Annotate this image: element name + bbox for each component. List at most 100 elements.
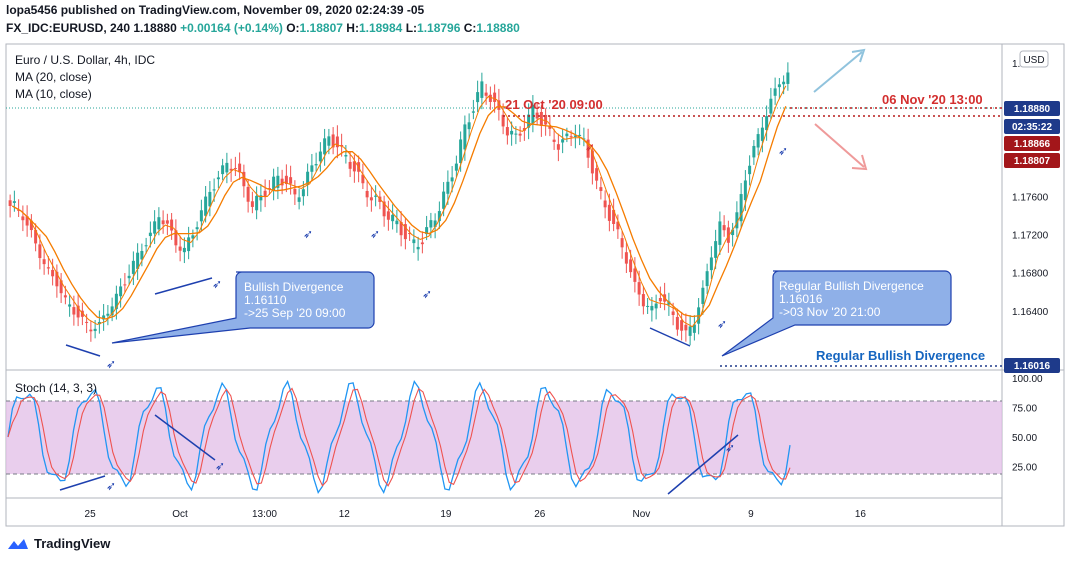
candle-body	[722, 225, 726, 231]
rocket-icon: ➶	[106, 357, 116, 371]
time-tick-label: 9	[748, 509, 754, 520]
candle-body	[607, 204, 611, 221]
candle-body	[114, 293, 118, 310]
candle-body	[527, 114, 531, 128]
candle-body	[493, 92, 497, 102]
time-tick-label: 12	[339, 509, 351, 520]
candle-body	[29, 220, 33, 231]
candle-body	[429, 220, 433, 228]
rocket-icon: ➶	[585, 142, 594, 154]
candle-body	[514, 133, 518, 135]
time-tick-label: 13:00	[252, 509, 277, 520]
candle-body	[433, 220, 437, 227]
last-price: 1.18880	[133, 21, 177, 35]
callout-bubble-2[interactable]	[721, 270, 952, 357]
candle-body	[544, 114, 548, 125]
time-tick-label: 16	[855, 509, 867, 520]
candle-body	[637, 282, 641, 295]
price-axis-ticks: 1.190001.180001.176001.172001.168001.164…	[1012, 59, 1049, 318]
high-label-left: 21 Oct '20 09:00	[505, 97, 603, 112]
candle-body	[93, 328, 97, 332]
candle-body	[616, 221, 620, 230]
candle-body	[684, 324, 688, 331]
candle-body	[599, 187, 603, 192]
candle-body	[225, 162, 229, 173]
rocket-icon: ➶	[778, 144, 788, 158]
candle-body	[561, 139, 565, 143]
candle-body	[782, 81, 786, 85]
candle-body	[365, 190, 369, 198]
candle-body	[450, 177, 454, 182]
candle-body	[42, 259, 46, 265]
candle-body	[552, 139, 556, 142]
candle-body	[301, 189, 305, 197]
candle-body	[437, 211, 441, 222]
candle-body	[675, 316, 679, 330]
candle-body	[119, 286, 123, 297]
candle-body	[573, 135, 577, 137]
candle-body	[382, 201, 386, 217]
candle-body	[420, 242, 424, 245]
candle-body	[395, 220, 399, 225]
candle-body	[293, 188, 297, 195]
ma20-line	[11, 106, 787, 320]
candle-body	[131, 260, 135, 274]
price-tag	[1004, 358, 1060, 373]
chart-title: Euro / U.S. Dollar, 4h, IDC	[15, 53, 156, 67]
candle-body	[340, 144, 344, 146]
price-div-line-2	[154, 277, 213, 295]
symbol-label: FX_IDC:EURUSD, 240	[6, 21, 131, 35]
candle-body	[187, 237, 191, 252]
price-div-line-3	[649, 327, 691, 347]
candle-body	[259, 195, 263, 201]
candle-body	[650, 305, 654, 311]
candle-body	[459, 139, 463, 163]
stoch-div-line-1	[59, 475, 106, 491]
candle-body	[161, 220, 165, 225]
candle-body	[238, 163, 242, 173]
candle-body	[165, 220, 169, 224]
tradingview-watermark: TradingView	[6, 536, 110, 551]
price-tag-label: 1.16016	[1014, 361, 1051, 372]
candle-body	[327, 136, 331, 146]
candle-body	[89, 329, 93, 332]
candle-body	[654, 303, 658, 309]
candle-body	[752, 145, 756, 158]
candle-body	[306, 171, 310, 185]
candle-body	[760, 127, 764, 141]
candle-body	[348, 161, 352, 169]
candle-body	[63, 295, 67, 298]
candle-body	[714, 241, 718, 258]
candle-body	[25, 216, 29, 226]
candle-body	[352, 161, 356, 172]
time-tick-label: 26	[534, 509, 546, 520]
candle-body	[335, 136, 339, 148]
candle-body	[773, 88, 777, 96]
candle-body	[221, 165, 225, 175]
candle-body	[38, 244, 42, 259]
candle-body	[157, 217, 161, 230]
time-tick-label: 19	[440, 509, 452, 520]
candle-body	[153, 221, 157, 234]
candle-body	[76, 305, 80, 318]
candle-body	[408, 232, 412, 235]
candle-body	[34, 229, 38, 244]
price-tick-label: 1.17600	[1012, 192, 1049, 203]
candle-body	[272, 176, 276, 191]
callout1-line1: Bullish Divergence	[244, 280, 344, 294]
candle-body	[658, 298, 662, 302]
candle-body	[314, 164, 318, 166]
candle-body	[701, 287, 705, 304]
down-arrow-icon	[851, 154, 868, 171]
candle-body	[208, 191, 212, 207]
currency-badge[interactable]	[1019, 50, 1049, 68]
candle-body	[195, 227, 199, 230]
candle-body	[416, 246, 420, 250]
candle-body	[127, 275, 131, 279]
candle-body	[471, 111, 475, 113]
candle-body	[46, 267, 50, 269]
callout-bubble-1[interactable]	[111, 271, 375, 344]
candle-body	[51, 269, 55, 277]
callout2-line2: 1.16016	[779, 292, 823, 306]
